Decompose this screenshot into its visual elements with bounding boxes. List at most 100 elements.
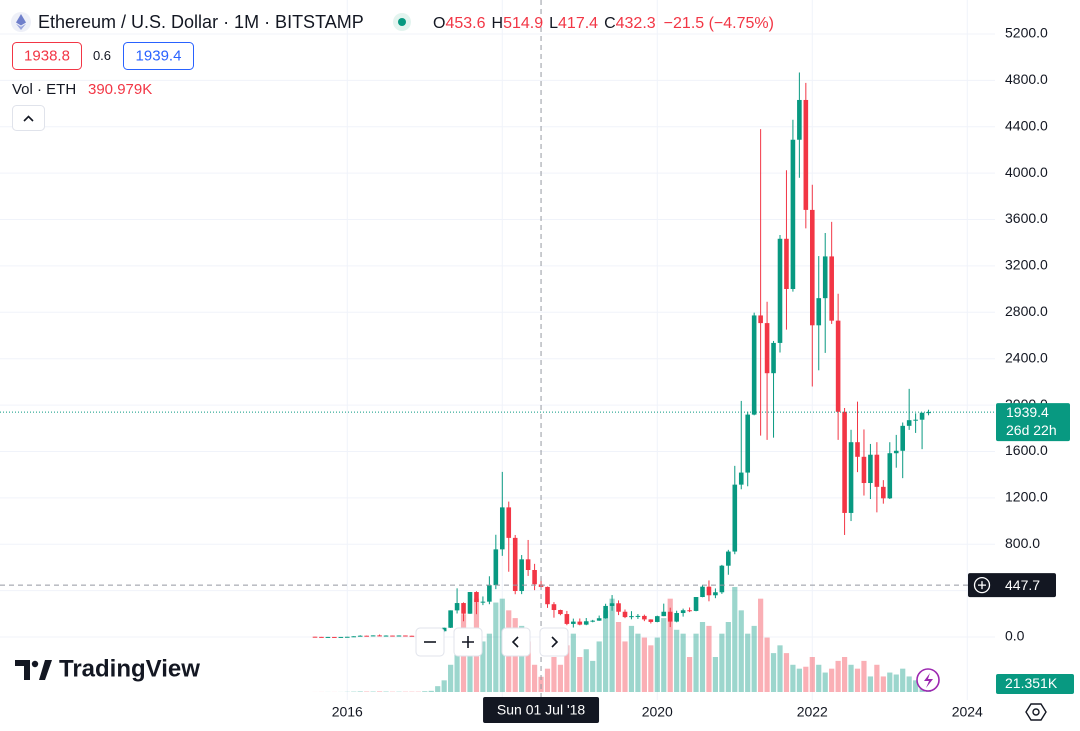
zoom-in[interactable] xyxy=(453,627,483,657)
candle-body xyxy=(312,636,318,638)
volume-bar xyxy=(777,645,783,692)
volume-bar xyxy=(783,653,790,692)
volume-bar xyxy=(428,690,434,692)
candle-body xyxy=(532,569,537,585)
volume-bar xyxy=(816,664,822,692)
candle-body xyxy=(771,342,776,374)
volume-bar xyxy=(435,686,441,692)
candle-body xyxy=(719,565,725,593)
volume-bar xyxy=(609,598,615,692)
candle-body xyxy=(396,635,402,637)
candle-body xyxy=(448,610,453,628)
candle-body xyxy=(506,507,512,538)
ohlc-value: 432.3 xyxy=(616,15,656,32)
volume-bar xyxy=(738,610,744,692)
candle-body xyxy=(816,298,822,326)
candle-body xyxy=(674,613,679,622)
candle-body xyxy=(874,454,880,487)
volume-bar xyxy=(519,625,525,692)
volume-bar xyxy=(848,664,854,692)
settings-button[interactable] xyxy=(1025,703,1047,721)
volume-bar xyxy=(628,625,635,692)
volume-bar xyxy=(648,645,654,692)
volume-bar xyxy=(719,633,725,692)
quote: 1938.8 0.6 1939.4 xyxy=(12,42,194,70)
volume-bar xyxy=(732,587,738,692)
volume-bar xyxy=(880,676,886,692)
candle-body xyxy=(480,601,486,603)
ohlc-change: −21.5 (−4.75%) xyxy=(664,15,774,32)
candle-body xyxy=(745,414,751,473)
y-tick-label: 1200.0 xyxy=(1005,489,1048,505)
candle-body xyxy=(622,611,628,618)
candle-body xyxy=(777,238,783,343)
volume-bar xyxy=(583,649,589,692)
ask[interactable]: 1939.4 xyxy=(136,47,182,64)
candle-body xyxy=(583,621,589,625)
candle-body xyxy=(861,456,867,484)
nav-buttons xyxy=(415,627,569,657)
volume-bar xyxy=(861,660,867,692)
candle-body xyxy=(596,618,602,621)
candle-body xyxy=(390,635,395,637)
volume-bar xyxy=(486,633,492,692)
volume-bar xyxy=(635,633,641,692)
candle-body xyxy=(512,537,518,591)
y-tick-label: 2400.0 xyxy=(1005,349,1048,365)
candle-body xyxy=(344,636,350,638)
candle-body xyxy=(693,597,699,611)
volume-bar xyxy=(887,672,893,692)
bid[interactable]: 1938.8 xyxy=(24,47,70,64)
candle-body xyxy=(661,611,667,617)
volume-bar xyxy=(531,664,538,692)
y-tick-label: 3600.0 xyxy=(1005,210,1048,226)
volume-bar xyxy=(570,633,576,692)
candle-body xyxy=(590,620,596,622)
volume-bar xyxy=(725,622,731,692)
candle-body xyxy=(784,238,789,289)
collapse-button[interactable] xyxy=(12,105,45,131)
volume-bar xyxy=(441,680,447,692)
candle-pane xyxy=(312,72,931,638)
volume-bar xyxy=(525,641,531,692)
volume-bar xyxy=(790,664,796,692)
volume-bar xyxy=(654,637,660,692)
candle-body xyxy=(487,585,492,602)
candle-body xyxy=(441,627,447,632)
candle-body xyxy=(629,616,634,618)
candle-body xyxy=(758,315,763,324)
scroll-right[interactable] xyxy=(539,627,569,657)
zoom-out[interactable] xyxy=(415,627,445,657)
volume-label-box xyxy=(996,674,1074,694)
add-alert-icon[interactable] xyxy=(973,576,991,594)
candle-body xyxy=(332,636,337,638)
x-tick-label: 2020 xyxy=(642,704,673,720)
crosshair-date-label: Sun 01 Jul '18 xyxy=(497,702,586,718)
volume-bar xyxy=(900,668,906,692)
scroll-left[interactable] xyxy=(501,627,531,657)
last-price-label: 1939.4 xyxy=(1006,404,1049,420)
ohlc-readout: O453.6 H514.9 L417.4 C432.3 −21.5 (−4.75%) xyxy=(433,15,774,32)
volume-bar xyxy=(454,633,460,692)
candle-body xyxy=(887,453,893,499)
candle-body xyxy=(842,411,847,513)
ohlc-key: C xyxy=(604,15,616,32)
volume-bar xyxy=(686,657,693,692)
volume-bar xyxy=(674,629,680,692)
candle-body xyxy=(913,419,918,421)
candle-body xyxy=(545,586,550,605)
candle-body xyxy=(564,614,570,624)
volume-bar xyxy=(874,664,880,692)
candle-body xyxy=(654,616,660,622)
symbol-title[interactable]: Ethereum / U.S. Dollar · 1M · BITSTAMP xyxy=(38,12,364,32)
volume-bar xyxy=(480,641,486,692)
volume-bar xyxy=(913,680,919,692)
y-tick-label: 2800.0 xyxy=(1005,303,1048,319)
volume-bar xyxy=(829,668,835,692)
lightning-button[interactable] xyxy=(916,668,940,692)
volume-bar xyxy=(357,691,363,692)
candle-body xyxy=(648,619,654,622)
spread: 0.6 xyxy=(93,48,111,63)
candle-body xyxy=(881,486,886,499)
